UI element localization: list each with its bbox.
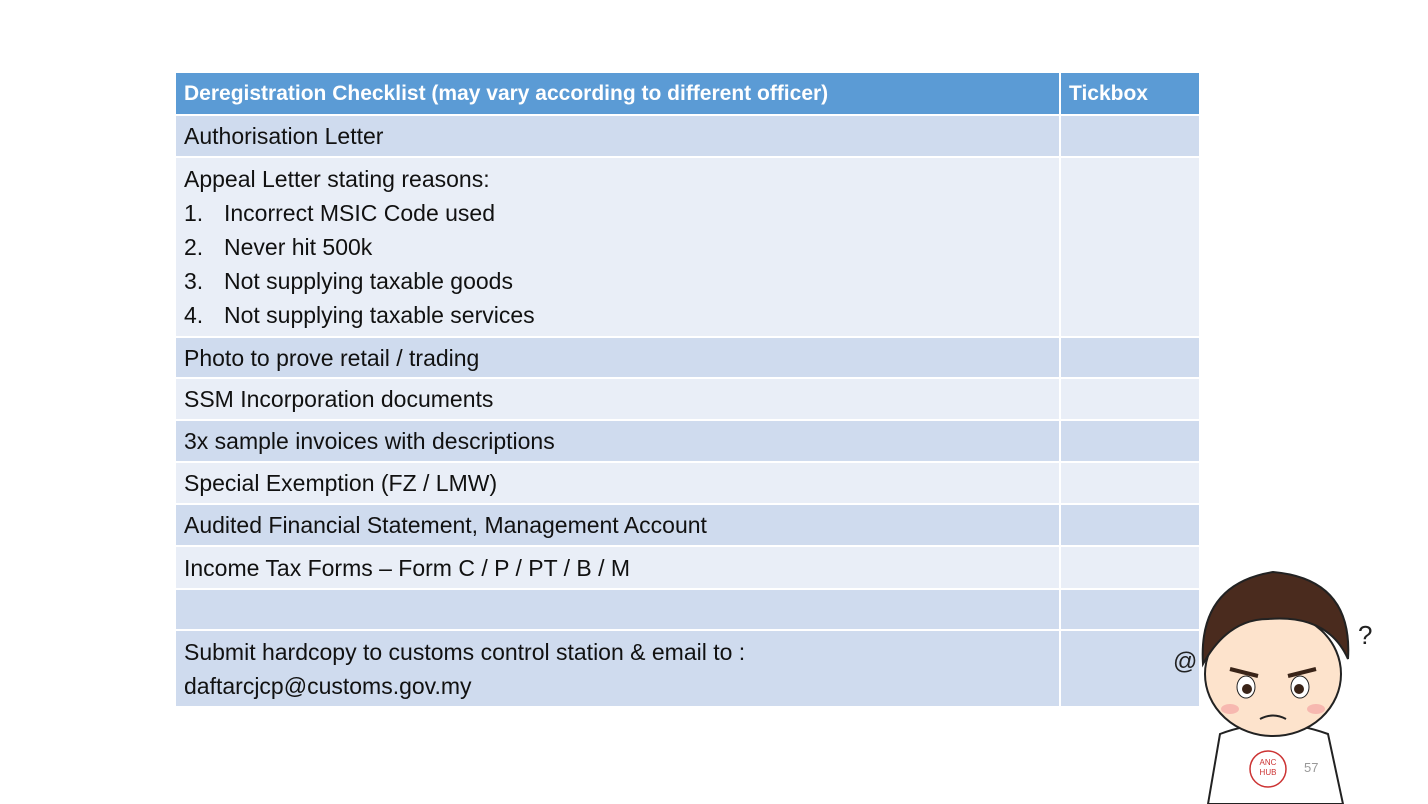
row-cell: Income Tax Forms – Form C / P / PT / B /…	[176, 547, 1059, 588]
list-item: 2. Never hit 500k	[184, 230, 1059, 264]
svg-text:@: @	[1173, 648, 1197, 675]
row-text: Photo to prove retail / trading	[184, 344, 480, 371]
list-item: 4. Not supplying taxable services	[184, 298, 1059, 332]
row-line: daftarcjcp@customs.gov.my	[184, 672, 472, 699]
tickbox-cell	[1061, 505, 1199, 545]
row-text: 3x sample invoices with descriptions	[184, 428, 555, 454]
tickbox-cell	[1061, 116, 1199, 156]
item-text: Never hit 500k	[224, 234, 373, 260]
item-number: 4.	[184, 302, 204, 328]
item-text: Not supplying taxable services	[224, 302, 535, 328]
list-item: 3. Not supplying taxable goods	[184, 264, 1059, 298]
item-number: 3.	[184, 268, 204, 294]
svg-text:?: ?	[1358, 620, 1372, 650]
row-cell: Appeal Letter stating reasons: 1. Incorrec…	[176, 158, 1059, 336]
header-cell: Deregistration Checklist (may vary accor…	[176, 73, 1059, 114]
tickbox-cell	[1061, 463, 1199, 503]
logo-text: ANC	[1260, 758, 1277, 767]
item-number: 1.	[184, 200, 204, 226]
list-item: 1. Incorrect MSIC Code used	[184, 196, 1059, 230]
item-number: 2.	[184, 234, 204, 260]
row-cell: 3x sample invoices with descriptions	[176, 421, 1059, 461]
row-text: Appeal Letter stating reasons:	[184, 166, 490, 192]
logo-text: HUB	[1260, 768, 1277, 777]
row-text: SSM Incorporation documents	[184, 386, 494, 412]
tickbox-cell	[1061, 547, 1199, 588]
row-cell: Submit hardcopy to customs control stati…	[176, 631, 1059, 706]
blank-cell	[1061, 590, 1199, 629]
item-text: Not supplying taxable goods	[224, 268, 513, 294]
tickbox-cell	[1061, 338, 1199, 377]
row-text: Special Exemption (FZ / LMW)	[184, 470, 498, 496]
tickbox-cell	[1061, 379, 1199, 419]
row-cell: Special Exemption (FZ / LMW)	[176, 463, 1059, 503]
row-text: Audited Financial Statement, Management …	[184, 512, 707, 538]
header-cell: Tickbox	[1061, 73, 1199, 114]
page-number: 57	[1304, 760, 1319, 775]
row-line: Submit hardcopy to customs control stati…	[184, 638, 746, 665]
blank-cell	[176, 590, 1059, 629]
row-text: Income Tax Forms – Form C / P / PT / B /…	[184, 554, 631, 581]
item-text: Incorrect MSIC Code used	[224, 200, 496, 226]
tickbox-cell	[1061, 421, 1199, 461]
cartoon: ANC HUB ? @	[1173, 570, 1372, 804]
row-cell: Authorisation Letter	[176, 116, 1059, 156]
row-cell: SSM Incorporation documents	[176, 379, 1059, 419]
row-cell: Photo to prove retail / trading	[176, 338, 1059, 377]
tickbox-cell	[1061, 158, 1199, 336]
tickbox-cell	[1061, 631, 1199, 706]
row-cell: Audited Financial Statement, Management …	[176, 505, 1059, 545]
row-text: Authorisation Letter	[184, 123, 384, 149]
